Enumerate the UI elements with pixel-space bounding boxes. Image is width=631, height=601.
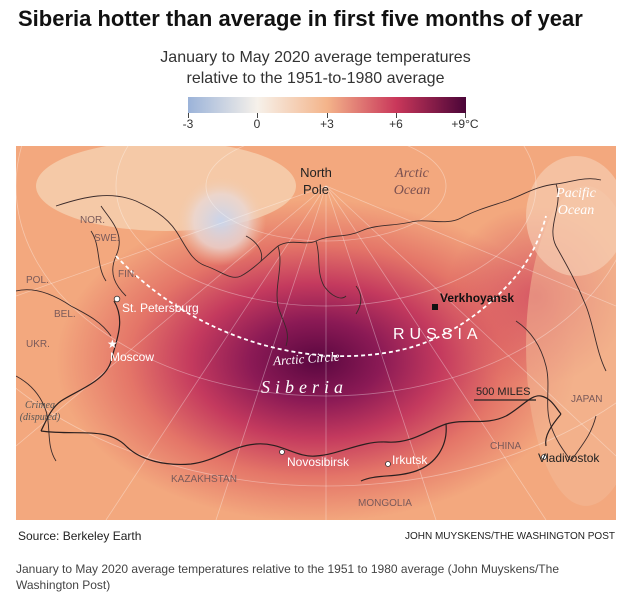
image-caption: January to May 2020 average temperatures… <box>16 562 559 592</box>
moscow-label: Moscow <box>110 350 154 364</box>
legend-label-neg3: -3 <box>182 117 194 131</box>
legend-tick <box>257 113 258 118</box>
siberia-label: Siberia <box>261 377 348 397</box>
novosibirsk-label: Novosibirsk <box>287 455 350 469</box>
credit-note: JOHN MUYSKENS/THE WASHINGTON POST <box>404 531 615 542</box>
arctic-ocean-label-1: Arctic <box>394 166 429 181</box>
st-petersburg-marker <box>113 295 121 303</box>
north-pole-label-2: Pole <box>303 182 329 197</box>
legend-tick <box>396 113 397 118</box>
sweden-label: SWE. <box>94 233 120 244</box>
crimea-label-1: Crimea <box>25 400 55 411</box>
belarus-label: BEL. <box>54 309 76 320</box>
novosibirsk-marker <box>279 449 285 455</box>
legend-tick <box>188 113 189 118</box>
national-borders <box>40 300 562 482</box>
chart-title: Siberia hotter than average in first fiv… <box>18 6 583 31</box>
finland-label: FIN. <box>118 269 137 280</box>
poland-label: POL. <box>26 275 49 286</box>
mongolia-label: MONGOLIA <box>358 498 412 509</box>
verkhoyansk-marker <box>432 304 438 310</box>
north-pole-label-1: North <box>300 165 332 180</box>
russia-label: RUSSIA <box>393 326 483 343</box>
legend-label-3: +3 <box>320 117 334 131</box>
st-petersburg-label: St. Petersburg <box>122 301 199 315</box>
subtitle-line-2: relative to the 1951-to-1980 average <box>186 70 445 87</box>
vladivostok-marker <box>541 454 547 460</box>
legend-tick <box>327 113 328 118</box>
china-label: CHINA <box>490 441 521 452</box>
coastlines <box>16 178 607 462</box>
pacific-ocean-label-1: Pacific <box>555 186 596 201</box>
color-legend: -3 0 +3 +6 +9°C <box>183 97 479 131</box>
arctic-ocean-label-2: Ocean <box>394 183 431 198</box>
legend-label-9: +9°C <box>451 117 479 131</box>
japan-label: JAPAN <box>571 394 603 405</box>
moscow-star-icon: ★ <box>107 337 118 351</box>
cold-anomaly-region <box>16 146 616 520</box>
map-svg: ★ North Pole Arctic Ocean Pacific Ocean … <box>16 146 616 520</box>
kazakhstan-label: KAZAKHSTAN <box>171 474 237 485</box>
legend-gradient-bar <box>188 97 466 113</box>
legend-label-6: +6 <box>389 117 403 131</box>
legend-label-0: 0 <box>253 117 261 131</box>
arctic-circle-label: Arctic Circle <box>272 349 341 369</box>
verkhoyansk-label: Verkhoyansk <box>440 291 514 305</box>
subtitle-line-1: January to May 2020 average temperatures <box>160 49 471 66</box>
legend-tick <box>465 113 466 118</box>
pacific-ocean-label-2: Ocean <box>558 203 595 218</box>
ukraine-label: UKR. <box>26 339 50 350</box>
temperature-anomaly-map: ★ North Pole Arctic Ocean Pacific Ocean … <box>16 146 616 520</box>
graticule <box>16 146 616 520</box>
scale-label: 500 MILES <box>476 386 530 398</box>
irkutsk-label: Irkutsk <box>392 453 428 467</box>
arctic-circle-line <box>115 215 547 358</box>
crimea-label-2: (disputed) <box>20 412 61 423</box>
irkutsk-marker <box>385 461 391 467</box>
norway-label: NOR. <box>80 215 105 226</box>
vladivostok-label: Vladivostok <box>538 451 600 465</box>
source-note: Source: Berkeley Earth <box>18 529 142 543</box>
